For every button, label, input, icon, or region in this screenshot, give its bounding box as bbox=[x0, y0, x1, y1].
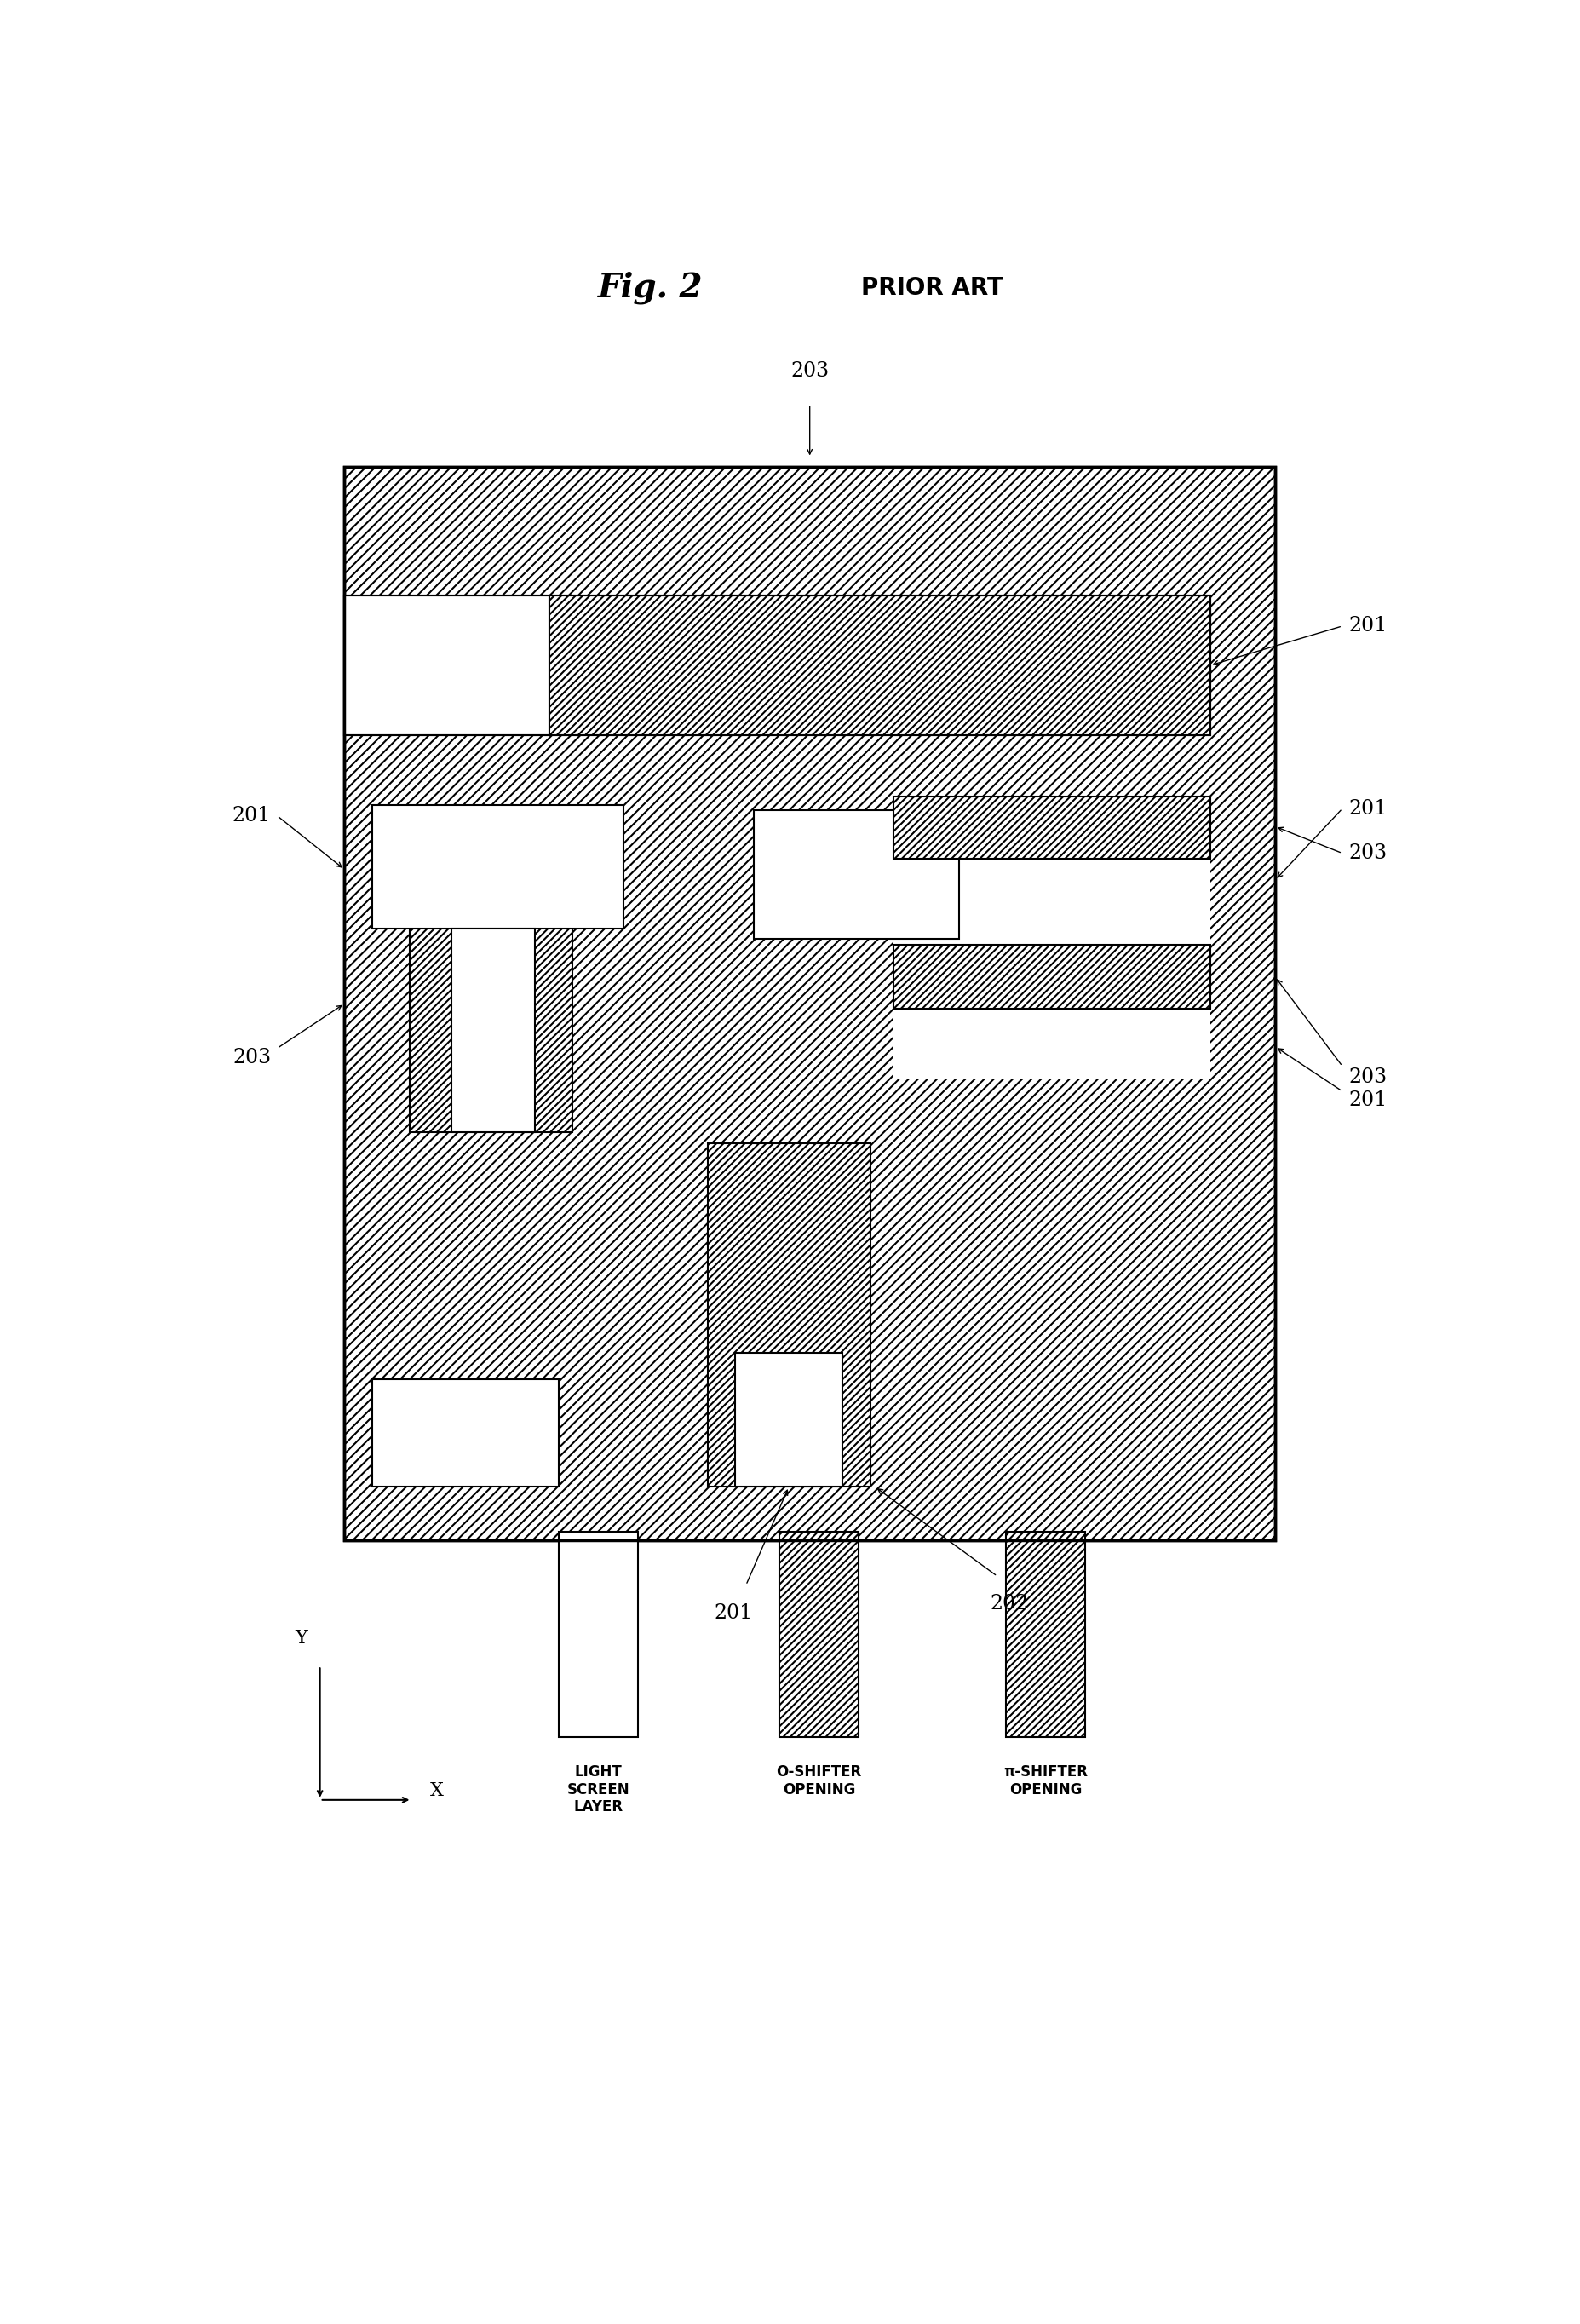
Text: X: X bbox=[430, 1783, 444, 1801]
Bar bbox=[754, 811, 959, 939]
Bar bbox=[894, 797, 1210, 858]
Text: π-SHIFTER
OPENING: π-SHIFTER OPENING bbox=[1003, 1764, 1087, 1796]
Text: 202: 202 bbox=[991, 1594, 1029, 1613]
Bar bbox=[344, 595, 550, 734]
Bar bbox=[894, 858, 1210, 944]
Text: 201: 201 bbox=[714, 1604, 754, 1622]
Text: LIGHT
SCREEN
LAYER: LIGHT SCREEN LAYER bbox=[567, 1764, 630, 1815]
Text: O-SHIFTER
OPENING: O-SHIFTER OPENING bbox=[776, 1764, 861, 1796]
Bar bbox=[1006, 1532, 1085, 1738]
Text: Y: Y bbox=[295, 1629, 308, 1648]
Bar bbox=[550, 595, 1210, 734]
Bar bbox=[373, 1380, 558, 1487]
Bar bbox=[735, 1353, 842, 1487]
Bar bbox=[452, 930, 536, 1132]
Bar bbox=[894, 944, 1210, 1009]
Text: 201: 201 bbox=[232, 806, 272, 825]
Text: 203: 203 bbox=[232, 1048, 272, 1067]
Text: 201: 201 bbox=[1349, 1090, 1387, 1111]
Bar bbox=[779, 1532, 860, 1738]
Text: 201: 201 bbox=[1349, 799, 1387, 818]
Text: 201: 201 bbox=[1349, 616, 1387, 637]
Text: Fig. 2: Fig. 2 bbox=[597, 272, 703, 304]
Text: 203: 203 bbox=[1349, 1067, 1387, 1088]
Bar bbox=[373, 804, 624, 930]
Text: 203: 203 bbox=[1349, 844, 1387, 862]
Text: PRIOR ART: PRIOR ART bbox=[861, 277, 1003, 300]
Bar bbox=[344, 467, 1275, 1541]
Bar bbox=[409, 811, 572, 1132]
Bar bbox=[344, 595, 1210, 734]
Bar bbox=[708, 1143, 871, 1487]
Bar bbox=[894, 1009, 1210, 1078]
Bar bbox=[344, 467, 1275, 1541]
Text: 203: 203 bbox=[790, 360, 830, 381]
Bar bbox=[559, 1532, 638, 1738]
